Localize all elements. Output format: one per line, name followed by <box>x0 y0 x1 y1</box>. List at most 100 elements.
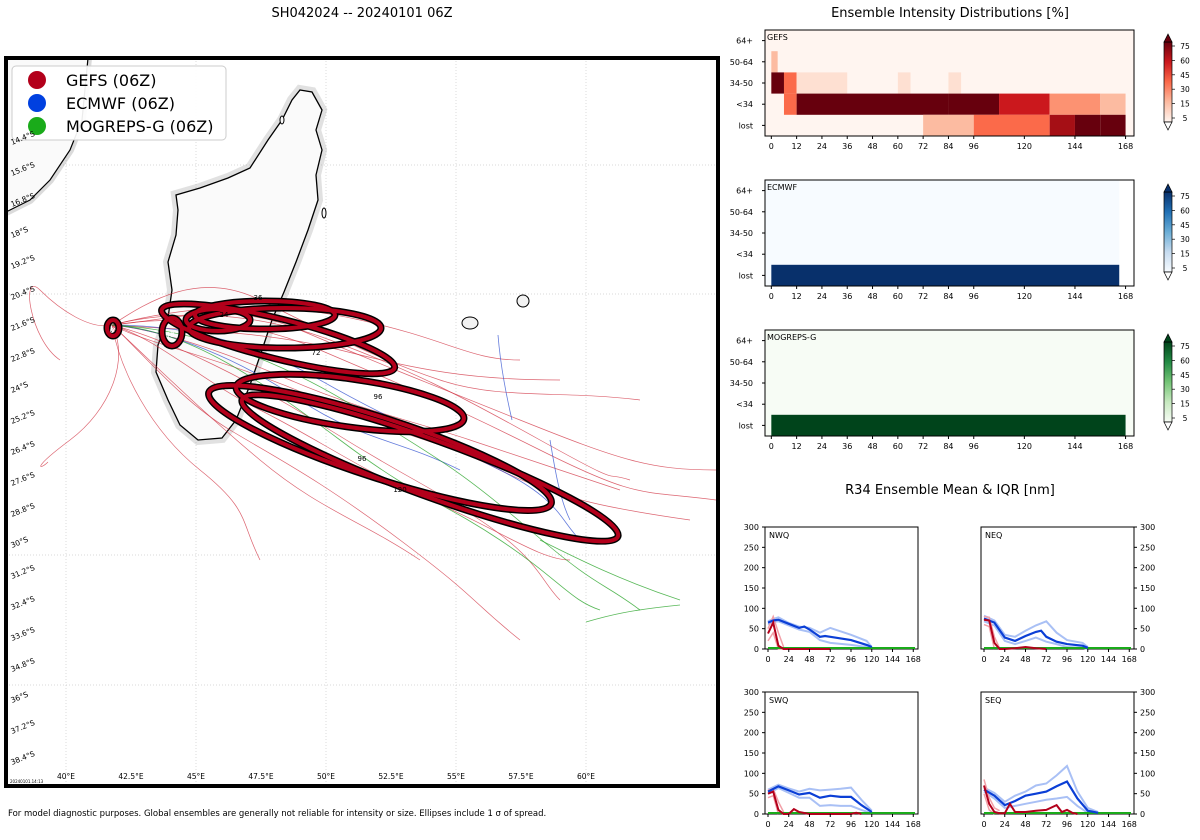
ellipse-label-72: 72 <box>312 349 321 357</box>
r34-x-label: 96 <box>1062 820 1072 829</box>
r34-x-label: 48 <box>1020 820 1030 829</box>
r34-x-label: 24 <box>1000 820 1010 829</box>
heatmap-x-label: 24 <box>817 442 827 451</box>
heatmap-x-label: 0 <box>769 142 774 151</box>
ecmwf-iqr-upper <box>767 616 873 648</box>
r34-x-label: 144 <box>1101 820 1116 829</box>
heatmap-x-label: 168 <box>1118 142 1133 151</box>
lon-label: 42.5°E <box>118 772 143 781</box>
heatmap-cell <box>783 72 797 94</box>
lon-label: 45°E <box>187 772 205 781</box>
lat-label: 21.6°S <box>9 315 36 333</box>
heatmap-y-label: 34-50 <box>730 229 753 238</box>
lat-label: 33.6°S <box>9 625 36 643</box>
colorbar <box>1163 341 1173 423</box>
colorbar-label: 60 <box>1180 206 1190 215</box>
ellipse-label-36: 36 <box>254 294 263 302</box>
colorbar-min-arrow <box>1163 121 1173 131</box>
r34-quadrant-label: SWQ <box>769 696 788 705</box>
ecmwf-iqr-upper <box>983 614 1089 648</box>
gefs-mean <box>983 785 1078 815</box>
r34-x-label: 24 <box>1000 655 1010 664</box>
ecmwf-mean <box>983 617 1089 649</box>
r34-y-label: 200 <box>1140 729 1155 738</box>
r34-frame <box>764 526 919 650</box>
r34-x-label: 120 <box>864 655 879 664</box>
r34-x-label: 24 <box>784 820 794 829</box>
r34-y-label: 250 <box>1140 543 1155 552</box>
heatmap-gefs: 64+ 50-64 34-50 <34 lost GEFS 0 12 24 36 48 60 72 84 9… <box>730 29 1190 151</box>
map-gridlines <box>6 58 718 786</box>
r34-x-label: 72 <box>1041 655 1051 664</box>
heatmap-cell <box>771 72 784 94</box>
heatmap-x-label: 96 <box>969 292 979 301</box>
gefs-mean <box>767 790 862 815</box>
heatmap-x-label: 84 <box>943 142 953 151</box>
colorbar-max-arrow <box>1163 183 1173 193</box>
gefs-iqr-upper <box>983 615 1001 649</box>
colorbar-label: 60 <box>1180 356 1190 365</box>
ellipse-label-120: 120 <box>393 486 406 494</box>
r34-x-label: 48 <box>804 820 814 829</box>
r34-x-label: 120 <box>1080 655 1095 664</box>
colorbar <box>1163 41 1173 123</box>
lat-label: 19.2°S <box>9 253 36 271</box>
r34-x-label: 24 <box>784 655 794 664</box>
r34-y-label: 150 <box>1140 749 1155 758</box>
footer-note: For model diagnostic purposes. Global en… <box>8 809 546 819</box>
colorbar-label: 60 <box>1180 56 1190 65</box>
heatmap-y-label: <34 <box>736 100 753 109</box>
heatmap-x-label: 60 <box>893 142 903 151</box>
heatmap-y-label: 64+ <box>736 337 753 346</box>
colorbar-max-arrow <box>1163 33 1173 43</box>
ecmwf-iqr-upper <box>983 764 1099 813</box>
r34-x-label: 144 <box>885 655 900 664</box>
heatmap-x-label: 36 <box>842 292 852 301</box>
colorbar-max-arrow <box>1163 333 1173 343</box>
r34-x-label: 0 <box>765 820 770 829</box>
r34-x-label: 48 <box>1020 655 1030 664</box>
r34-x-label: 72 <box>1041 820 1051 829</box>
figure-title: SH042024 -- 20240101 06Z <box>271 6 452 21</box>
heatmap-panel-label: ECMWF <box>767 183 797 192</box>
r34-y-label: 250 <box>744 708 759 717</box>
heatmap-cell <box>783 93 797 115</box>
heatmap-x-label: 144 <box>1067 142 1082 151</box>
r34-y-label: 150 <box>1140 584 1155 593</box>
colorbar-label: 5 <box>1183 264 1188 273</box>
latitude-labels: 14.4°S15.6°S16.8°S18°S19.2°S20.4°S21.6°S… <box>9 129 36 767</box>
heatmap-x-label: 48 <box>867 442 877 451</box>
r34-x-label: 96 <box>1062 655 1072 664</box>
r34-y-label: 150 <box>744 584 759 593</box>
r34-x-label: 0 <box>981 820 986 829</box>
r34-y-label: 300 <box>1140 688 1155 697</box>
heatmap-ecmwf: 64+ 50-64 34-50 <34 lost ECMWF 0 12 24 36 48 60 72 84… <box>730 179 1190 301</box>
r34-y-label: 100 <box>744 604 759 613</box>
r34-x-label: 168 <box>906 820 921 829</box>
heatmap-x-label: 168 <box>1118 292 1133 301</box>
ellipse-label-48: 48 <box>166 331 175 339</box>
heatmap-cell <box>1100 93 1126 115</box>
legend-mogreps-marker <box>28 117 46 135</box>
r34-quadrant-label: NWQ <box>769 531 789 540</box>
heatmap-x-label: 96 <box>969 442 979 451</box>
lon-label: 47.5°E <box>248 772 273 781</box>
ecmwf-iqr-lower <box>767 786 873 815</box>
heatmap-x-label: 120 <box>1017 142 1032 151</box>
heatmap-cell <box>771 414 1126 436</box>
heatmap-cell <box>973 114 1050 136</box>
lat-label: 22.8°S <box>9 346 36 364</box>
heatmap-y-label: 34-50 <box>730 379 753 388</box>
heatmap-frame <box>764 29 1135 137</box>
lat-label: 28.8°S <box>9 501 36 519</box>
heatmap-x-label: 12 <box>792 442 802 451</box>
r34-y-label: 50 <box>1140 625 1150 634</box>
heatmap-cell <box>1074 114 1101 136</box>
heatmap-cell <box>1049 114 1075 136</box>
colorbar-label: 5 <box>1183 114 1188 123</box>
heatmap-x-label: 84 <box>943 292 953 301</box>
legend-gefs-marker <box>28 71 46 89</box>
heatmap-x-label: 72 <box>918 142 928 151</box>
heatmap-cell <box>796 93 949 115</box>
